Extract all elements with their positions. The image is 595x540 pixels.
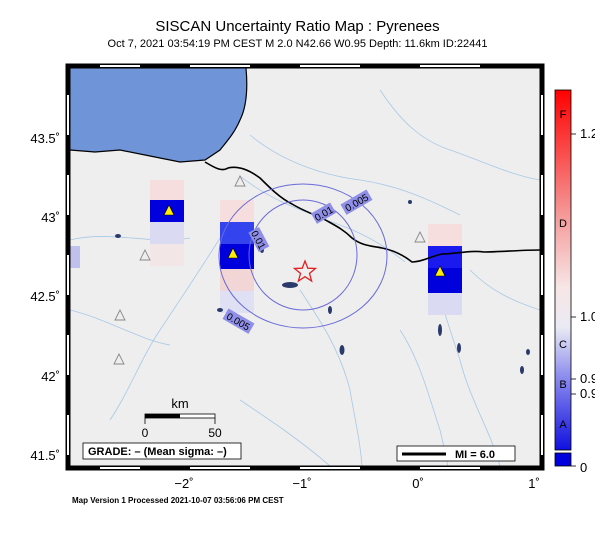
colorbar-value-label: 0.9: [580, 371, 595, 386]
y-tick-label: 41.5˚: [30, 448, 60, 463]
y-tick-label: 43˚: [41, 210, 60, 225]
x-tick-label: −2˚: [174, 476, 193, 491]
country-border: [204, 161, 540, 263]
colorbar-grade-a: A: [559, 419, 567, 431]
scale-bar-title: km: [171, 396, 188, 411]
scale-bar-start: 0: [142, 426, 149, 440]
map-title: SISCAN Uncertainty Ratio Map : Pyrenees: [155, 18, 440, 35]
colorbar-grade-d: D: [559, 218, 567, 230]
colorbar: F D C B A 1.2 1.0 0.9 0.9 0: [554, 89, 595, 475]
x-tick-label: 0˚: [412, 476, 424, 491]
contours: [218, 183, 388, 329]
epicenter-star: [292, 259, 318, 283]
mi-legend: MI = 6.0: [396, 445, 516, 462]
grade-box: GRADE: – (Mean sigma: –): [82, 442, 242, 460]
mi-legend-text: MI = 6.0: [455, 449, 495, 461]
x-tick-label: 1˚: [528, 476, 540, 491]
colorbar-value-label: 1.0: [580, 309, 595, 324]
map-frame: [65, 63, 545, 471]
active-stations: [163, 204, 446, 277]
event-info: Oct 7, 2021 03:54:19 PM CEST M 2.0 N42.6…: [107, 38, 488, 50]
scale-bar: km 0 50: [142, 396, 222, 440]
lakes: [115, 200, 530, 374]
grade-text: GRADE: – (Mean sigma: –): [88, 446, 227, 458]
colorbar-grade-c: C: [559, 339, 567, 351]
map-version-footer: Map Version 1 Processed 2021-10-07 03:56…: [72, 496, 284, 505]
inactive-stations: [113, 174, 426, 365]
x-tick-label: −1˚: [292, 476, 311, 491]
y-tick-label: 43.5˚: [30, 131, 60, 146]
colorbar-value-label: 1.2: [580, 126, 595, 141]
scale-bar-end: 50: [208, 426, 222, 440]
colorbar-value-label: 0: [580, 460, 587, 475]
sea-area: [70, 68, 247, 162]
colorbar-value-label: 0.9: [580, 386, 595, 401]
y-tick-label: 42.5˚: [30, 289, 60, 304]
colorbar-grade-b: B: [559, 379, 566, 391]
colorbar-grade-f: F: [560, 109, 567, 121]
coastline: [70, 68, 248, 163]
y-tick-label: 42˚: [41, 369, 60, 384]
uncertainty-cells: [70, 180, 462, 315]
